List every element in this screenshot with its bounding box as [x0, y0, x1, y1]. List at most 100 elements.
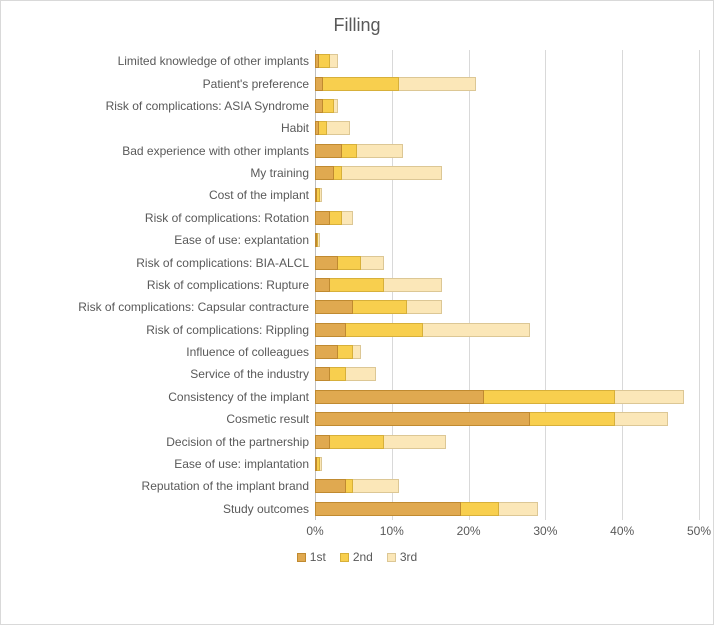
stacked-bar: [315, 54, 338, 68]
bar-segment-3rd: [615, 390, 684, 404]
stacked-bar: [315, 77, 476, 91]
bar-segment-1st: [315, 479, 346, 493]
y-axis-label: Cosmetic result: [15, 408, 315, 430]
bar-segment-3rd: [320, 457, 322, 471]
y-axis-label: Risk of complications: Rupture: [15, 274, 315, 296]
legend-item: 2nd: [340, 550, 373, 564]
bar-segment-3rd: [499, 502, 537, 516]
bar-segment-1st: [315, 300, 353, 314]
bar-segment-3rd: [334, 99, 338, 113]
stacked-bar: [315, 166, 442, 180]
bar-segment-3rd: [346, 367, 377, 381]
stacked-bar: [315, 300, 442, 314]
chart-container: Filling Limited knowledge of other impla…: [0, 0, 714, 625]
bar-segment-3rd: [342, 166, 442, 180]
bar-row: [315, 251, 699, 273]
y-axis-label: Habit: [15, 117, 315, 139]
bar-row: [315, 50, 699, 72]
x-tick: 50%: [687, 524, 711, 538]
y-axis-label: Limited knowledge of other implants: [15, 50, 315, 72]
x-tick: 30%: [533, 524, 557, 538]
gridline: [699, 50, 700, 520]
bar-segment-2nd: [338, 345, 353, 359]
y-axis-label: Patient's preference: [15, 72, 315, 94]
bar-segment-3rd: [320, 188, 322, 202]
stacked-bar: [315, 502, 538, 516]
bar-segment-1st: [315, 390, 484, 404]
bar-segment-2nd: [334, 166, 342, 180]
stacked-bar: [315, 99, 338, 113]
bar-segment-1st: [315, 77, 323, 91]
y-axis-label: Risk of complications: ASIA Syndrome: [15, 95, 315, 117]
bar-row: [315, 72, 699, 94]
bar-segment-3rd: [353, 479, 399, 493]
bar-segment-3rd: [357, 144, 403, 158]
bar-row: [315, 430, 699, 452]
bar-row: [315, 229, 699, 251]
y-axis-label: Risk of complications: Capsular contract…: [15, 296, 315, 318]
bar-segment-1st: [315, 166, 334, 180]
bar-segment-1st: [315, 144, 342, 158]
chart-title: Filling: [15, 15, 699, 36]
bar-segment-1st: [315, 278, 330, 292]
y-axis-label: Consistency of the implant: [15, 386, 315, 408]
bar-row: [315, 184, 699, 206]
bar-segment-1st: [315, 502, 461, 516]
stacked-bar: [315, 188, 322, 202]
x-tick: 0%: [306, 524, 323, 538]
stacked-bar: [315, 390, 684, 404]
y-axis-label: Decision of the partnership: [15, 430, 315, 452]
plot-area: Limited knowledge of other implantsPatie…: [15, 50, 699, 520]
bar-segment-1st: [315, 323, 346, 337]
bar-row: [315, 453, 699, 475]
bar-segment-3rd: [327, 121, 350, 135]
bar-segment-1st: [315, 412, 530, 426]
bar-segment-2nd: [330, 211, 342, 225]
legend-swatch: [297, 553, 306, 562]
stacked-bar: [315, 121, 350, 135]
stacked-bar: [315, 435, 446, 449]
bar-segment-2nd: [323, 99, 335, 113]
legend-item: 1st: [297, 550, 326, 564]
y-axis-label: Influence of colleagues: [15, 341, 315, 363]
bar-segment-2nd: [342, 144, 357, 158]
legend-swatch: [340, 553, 349, 562]
bar-row: [315, 408, 699, 430]
y-axis-label: Risk of complications: BIA-ALCL: [15, 251, 315, 273]
legend-swatch: [387, 553, 396, 562]
bar-segment-3rd: [407, 300, 442, 314]
bar-segment-1st: [315, 99, 323, 113]
legend-label: 1st: [310, 550, 326, 564]
bar-segment-2nd: [338, 256, 361, 270]
y-axis-label: Ease of use: implantation: [15, 453, 315, 475]
stacked-bar: [315, 323, 530, 337]
bar-segment-1st: [315, 211, 330, 225]
x-tick-labels: 0%10%20%30%40%50%: [315, 520, 699, 542]
y-axis-label: Bad experience with other implants: [15, 140, 315, 162]
bar-segment-2nd: [461, 502, 499, 516]
bar-segment-3rd: [615, 412, 669, 426]
bar-segment-3rd: [384, 278, 442, 292]
y-axis-labels: Limited knowledge of other implantsPatie…: [15, 50, 315, 520]
bar-segment-3rd: [342, 211, 354, 225]
bar-row: [315, 363, 699, 385]
x-tick: 40%: [610, 524, 634, 538]
bars: [315, 50, 699, 520]
x-tick: 10%: [380, 524, 404, 538]
bar-segment-3rd: [399, 77, 476, 91]
bar-segment-2nd: [346, 479, 354, 493]
stacked-bar: [315, 144, 403, 158]
bar-segment-3rd: [330, 54, 338, 68]
stacked-bar: [315, 412, 668, 426]
bar-segment-2nd: [323, 77, 400, 91]
y-axis-label: Risk of complications: Rotation: [15, 207, 315, 229]
stacked-bar: [315, 457, 322, 471]
stacked-bar: [315, 233, 320, 247]
bar-row: [315, 117, 699, 139]
bar-row: [315, 274, 699, 296]
bar-row: [315, 162, 699, 184]
stacked-bar: [315, 278, 442, 292]
stacked-bar: [315, 479, 399, 493]
bar-row: [315, 475, 699, 497]
bar-segment-1st: [315, 345, 338, 359]
